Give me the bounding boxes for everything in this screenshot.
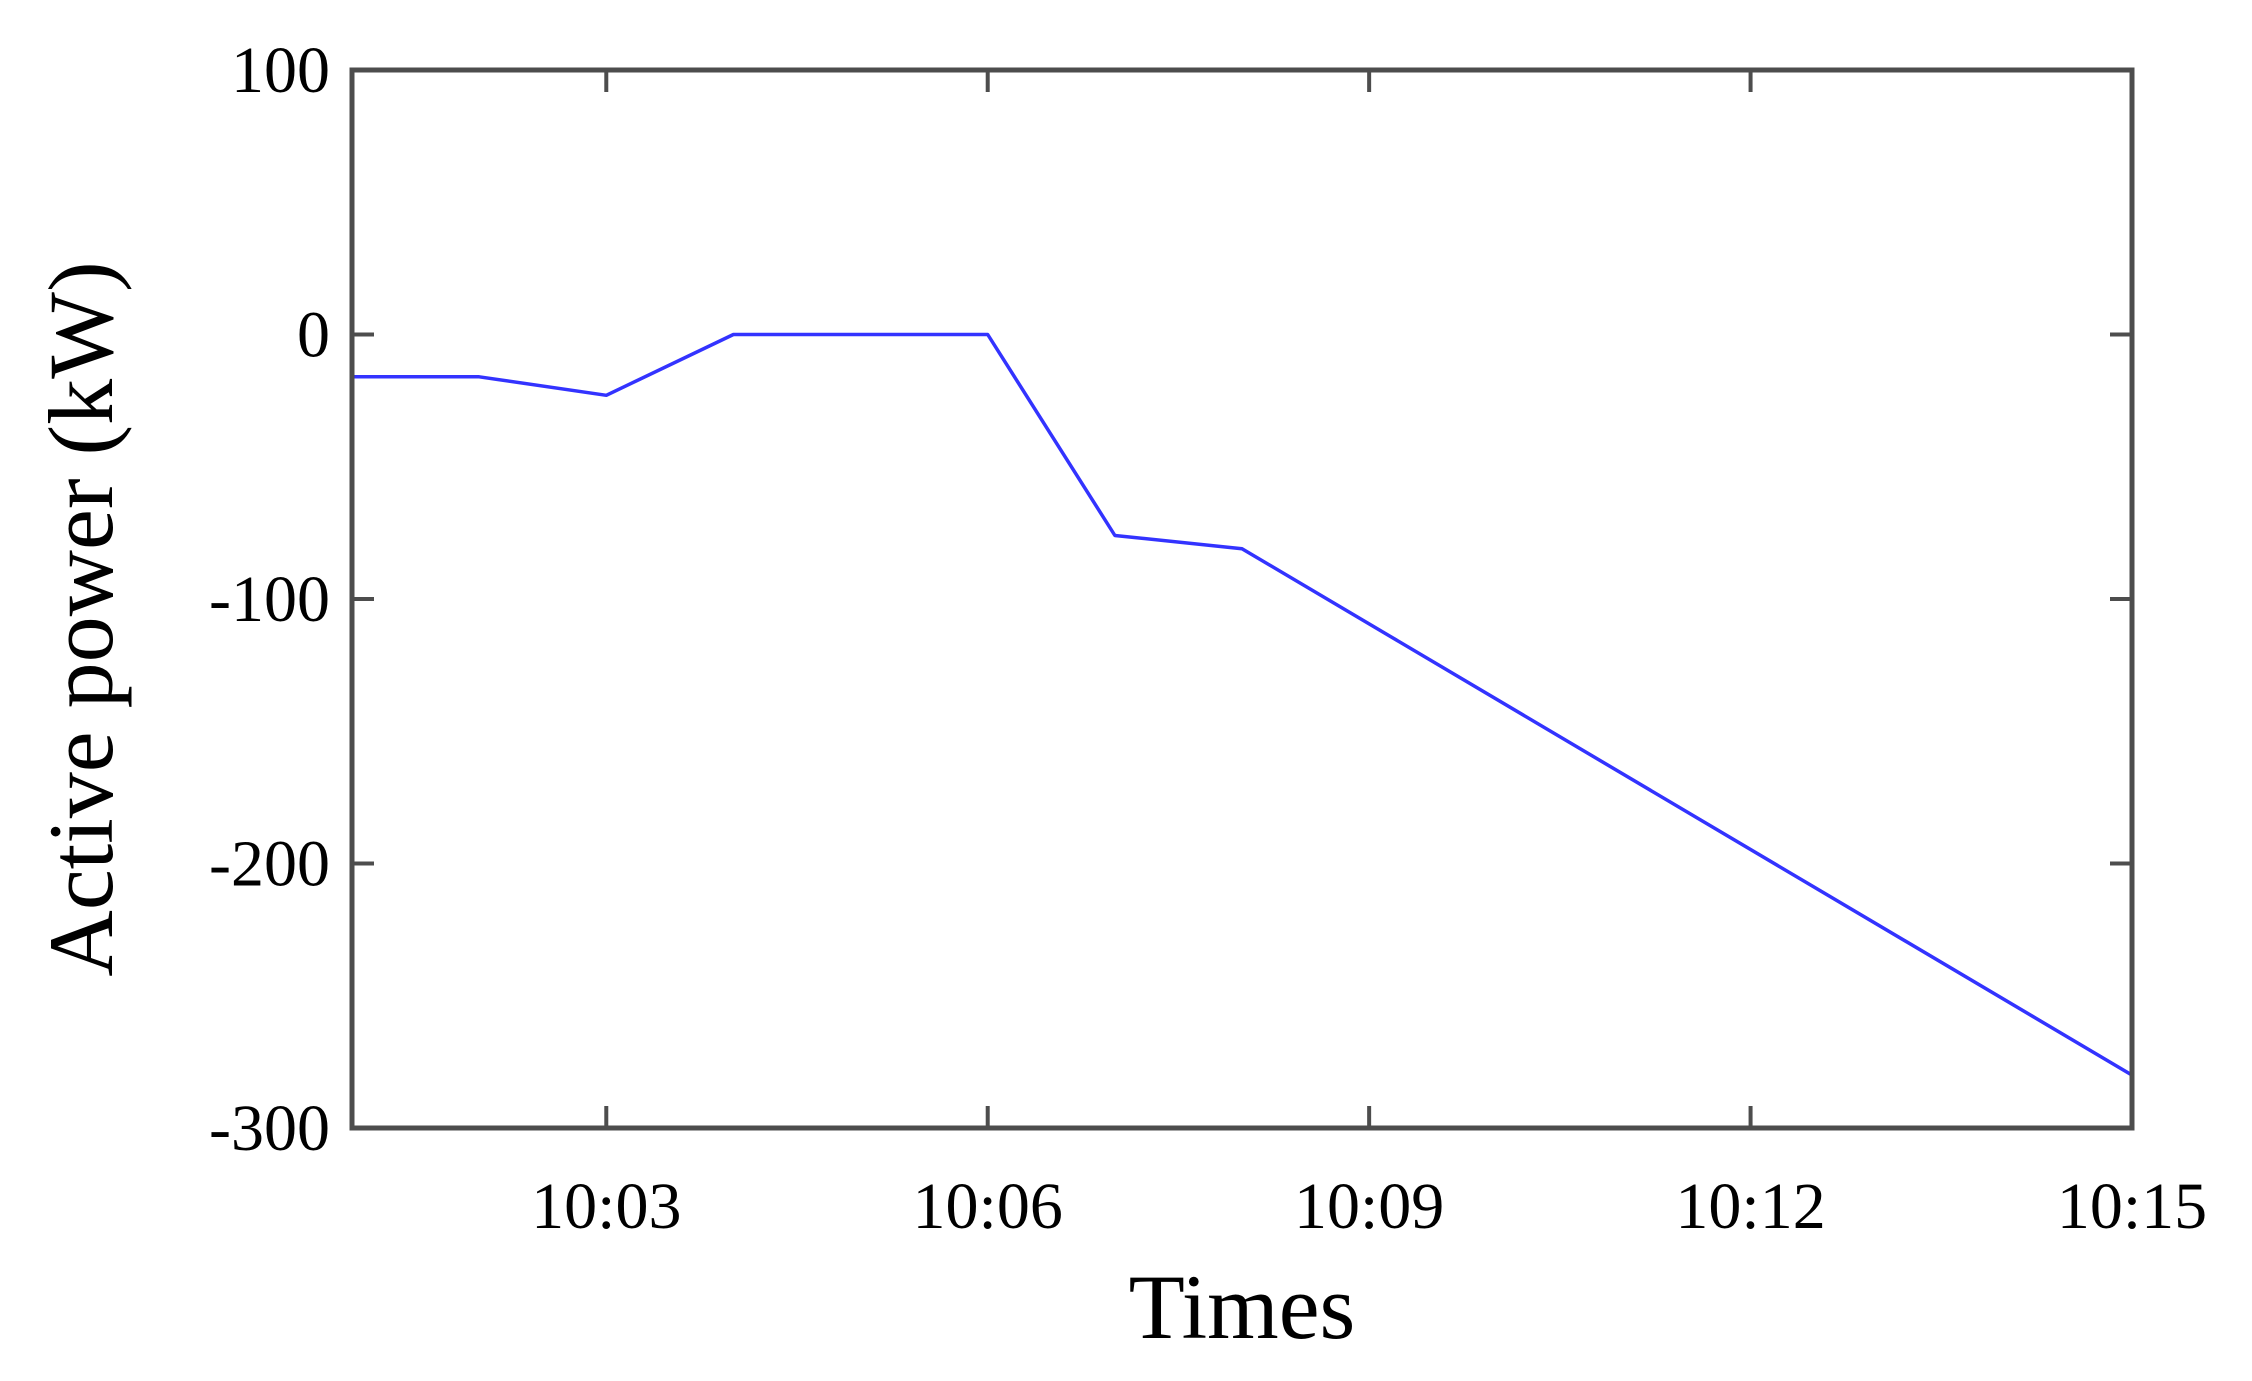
x-tick-label: 10:15 bbox=[2057, 1170, 2207, 1243]
y-tick-label: -100 bbox=[209, 563, 330, 636]
y-tick-label: -300 bbox=[209, 1092, 330, 1165]
axis-ticks bbox=[352, 68, 2134, 1130]
x-tick-label: 10:09 bbox=[1294, 1170, 1444, 1243]
tick-labels: 100 0 -100 -200 -300 10:03 10:06 10:09 10:12 10:1… bbox=[209, 34, 2207, 1243]
x-tick-label: 10:12 bbox=[1675, 1170, 1825, 1243]
series-line-0 bbox=[352, 332, 2133, 1077]
x-tick-label: 10:03 bbox=[531, 1170, 681, 1243]
x-axis-title: Times bbox=[1129, 1256, 1356, 1358]
y-tick-label: 0 bbox=[297, 299, 330, 372]
y-tick-label: -200 bbox=[209, 828, 330, 901]
x-tick-label: 10:06 bbox=[913, 1170, 1063, 1243]
series-layer bbox=[352, 332, 2133, 1077]
plot-frame bbox=[349, 67, 2135, 1131]
y-axis-title: Active power (kW) bbox=[30, 261, 132, 976]
y-tick-label: 100 bbox=[231, 34, 330, 107]
